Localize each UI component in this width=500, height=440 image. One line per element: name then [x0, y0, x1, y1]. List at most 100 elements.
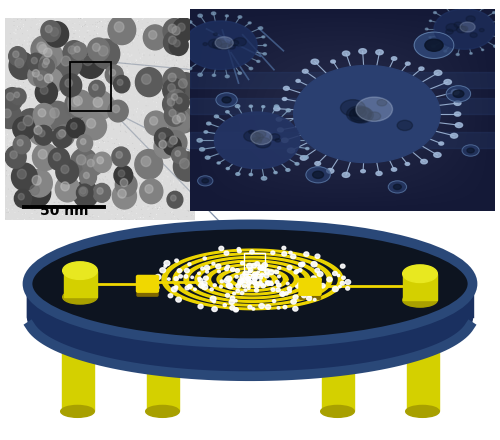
Circle shape — [114, 165, 132, 185]
Circle shape — [315, 268, 320, 272]
Circle shape — [249, 280, 252, 283]
Circle shape — [460, 26, 468, 31]
Circle shape — [93, 183, 110, 202]
Circle shape — [315, 161, 320, 165]
Circle shape — [53, 153, 60, 161]
Circle shape — [226, 276, 232, 281]
Circle shape — [32, 176, 41, 185]
Bar — [244, 253, 265, 274]
Circle shape — [346, 287, 350, 290]
Circle shape — [48, 148, 70, 170]
Circle shape — [92, 152, 112, 172]
Circle shape — [482, 49, 484, 51]
Circle shape — [188, 67, 192, 70]
Bar — [322, 332, 354, 411]
Circle shape — [52, 127, 72, 148]
Circle shape — [203, 257, 206, 260]
Circle shape — [432, 45, 436, 48]
Circle shape — [244, 131, 260, 142]
Circle shape — [342, 51, 349, 56]
Circle shape — [250, 133, 264, 141]
Circle shape — [224, 278, 230, 283]
Circle shape — [228, 44, 235, 49]
Circle shape — [406, 62, 410, 65]
Circle shape — [92, 43, 100, 51]
Circle shape — [248, 287, 250, 290]
Circle shape — [79, 187, 88, 196]
Circle shape — [392, 168, 396, 171]
Circle shape — [172, 107, 196, 133]
Circle shape — [168, 84, 175, 92]
Circle shape — [168, 73, 176, 82]
Circle shape — [250, 130, 272, 145]
Circle shape — [226, 283, 232, 288]
Circle shape — [155, 275, 161, 279]
Circle shape — [462, 145, 479, 156]
Circle shape — [246, 284, 250, 287]
Circle shape — [248, 277, 250, 279]
Circle shape — [494, 45, 497, 48]
FancyBboxPatch shape — [136, 275, 158, 292]
Circle shape — [174, 277, 178, 281]
Circle shape — [112, 105, 119, 113]
Circle shape — [444, 50, 446, 52]
Circle shape — [252, 308, 255, 310]
Circle shape — [38, 58, 54, 75]
Polygon shape — [217, 268, 288, 291]
Circle shape — [288, 148, 295, 153]
Circle shape — [168, 24, 176, 33]
Circle shape — [74, 96, 82, 106]
Circle shape — [232, 292, 235, 295]
Circle shape — [31, 36, 57, 63]
Circle shape — [425, 39, 443, 51]
Circle shape — [23, 115, 33, 126]
Circle shape — [66, 118, 85, 138]
Ellipse shape — [294, 66, 440, 163]
Circle shape — [434, 70, 442, 75]
Circle shape — [284, 292, 288, 295]
Circle shape — [245, 277, 248, 280]
Ellipse shape — [62, 290, 98, 304]
Circle shape — [180, 28, 184, 30]
Circle shape — [234, 308, 238, 312]
Circle shape — [394, 184, 402, 190]
Circle shape — [229, 300, 234, 304]
Circle shape — [185, 286, 190, 290]
Circle shape — [268, 281, 273, 285]
Circle shape — [168, 278, 170, 280]
Circle shape — [331, 60, 336, 63]
Circle shape — [92, 39, 120, 69]
Circle shape — [453, 90, 464, 97]
Circle shape — [118, 189, 126, 198]
Circle shape — [480, 29, 484, 32]
Circle shape — [112, 183, 136, 209]
Circle shape — [210, 296, 216, 301]
Circle shape — [46, 26, 52, 33]
Circle shape — [218, 270, 220, 273]
Circle shape — [311, 262, 317, 267]
Circle shape — [298, 282, 302, 286]
Circle shape — [338, 286, 341, 288]
Circle shape — [212, 40, 227, 49]
Circle shape — [258, 265, 263, 270]
Circle shape — [145, 185, 153, 193]
Circle shape — [216, 93, 238, 107]
Circle shape — [212, 307, 218, 312]
Circle shape — [434, 153, 441, 158]
Circle shape — [312, 139, 316, 142]
Circle shape — [168, 98, 174, 106]
Circle shape — [191, 276, 194, 279]
Circle shape — [353, 108, 366, 117]
Circle shape — [176, 53, 179, 55]
Circle shape — [235, 269, 240, 272]
Circle shape — [172, 115, 180, 124]
Circle shape — [33, 39, 58, 65]
Circle shape — [34, 126, 42, 135]
Circle shape — [178, 23, 185, 31]
Circle shape — [248, 279, 250, 281]
Circle shape — [76, 184, 93, 202]
Circle shape — [65, 79, 72, 87]
Circle shape — [240, 275, 244, 279]
Circle shape — [204, 131, 208, 133]
Circle shape — [98, 46, 108, 56]
